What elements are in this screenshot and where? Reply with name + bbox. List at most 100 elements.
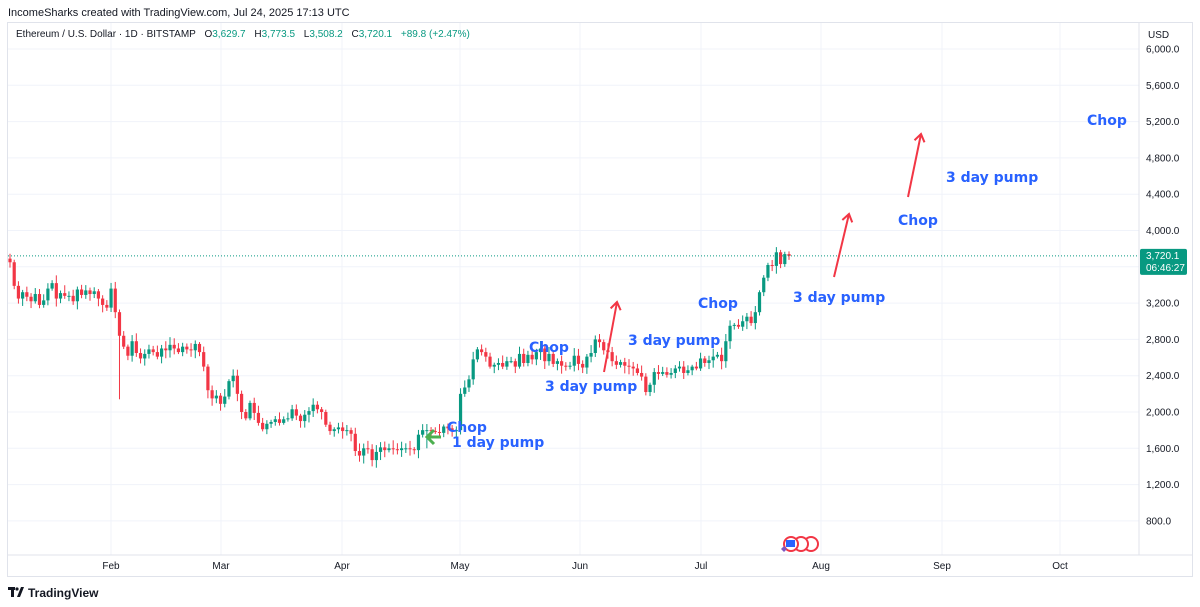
candle-down (54, 283, 58, 299)
candle-up (724, 341, 728, 362)
candle-down (164, 348, 168, 351)
candle-down (412, 449, 416, 451)
candle-up (286, 418, 290, 420)
candle-down (627, 365, 631, 367)
candle-down (16, 285, 21, 299)
candle-down (656, 372, 661, 374)
candle-up (715, 354, 720, 357)
annotation-label: 3 day pump (946, 170, 1038, 186)
candle-down (218, 395, 223, 404)
time-tick-label: Jun (572, 561, 588, 572)
low-label: L (303, 29, 310, 40)
candle-down (324, 412, 328, 425)
candle-up (193, 343, 197, 351)
chart-grid (8, 23, 1139, 555)
candle-up (265, 423, 269, 430)
candle-down (96, 291, 101, 299)
time-axis: Feb Mar Apr May Jun Jul Aug Sep Oct (8, 554, 1193, 572)
candle-up (492, 364, 496, 367)
candle-down (126, 346, 130, 356)
candle-up (463, 387, 467, 394)
candle-up (707, 360, 711, 363)
candle-down (631, 366, 635, 369)
candle-down (665, 372, 669, 375)
candle-up (467, 379, 471, 388)
candle-down (12, 262, 16, 286)
candle-down (703, 358, 707, 363)
candle-up (42, 300, 46, 305)
candle-down (71, 295, 75, 302)
symbol-name[interactable]: Ethereum / U.S. Dollar · 1D · BITSTAMP (16, 29, 196, 40)
candle-down (320, 409, 324, 412)
annotation-label: 3 day pump (793, 290, 885, 306)
candle-up (159, 348, 164, 357)
chart-frame (7, 22, 1193, 577)
candle-up (783, 254, 787, 265)
symbol-legend[interactable]: Ethereum / U.S. Dollar · 1D · BITSTAMP O… (16, 29, 470, 40)
annotation-label: Chop (529, 340, 569, 356)
candle-up (282, 419, 286, 423)
flag-icon (786, 540, 795, 547)
candle-up (400, 448, 404, 451)
candle-down (778, 252, 783, 265)
candle-up (404, 448, 408, 450)
candle-up (673, 368, 677, 373)
candle-down (357, 451, 362, 456)
candle-up (303, 414, 307, 422)
candle-down (349, 430, 353, 434)
candle-up (269, 421, 273, 424)
candle-up (572, 355, 576, 366)
time-tick-label: Jul (695, 561, 708, 572)
candle-down (429, 430, 433, 432)
price-tick-label: 5,600.0 (1146, 81, 1180, 92)
candle-down (239, 393, 244, 412)
candle-up (46, 288, 50, 301)
price-tick-label: 1,200.0 (1146, 480, 1180, 491)
price-tick-label: 2,400.0 (1146, 371, 1180, 382)
last-price-badge (1140, 248, 1187, 275)
bar-countdown: 06:46:27 (1146, 263, 1185, 274)
candle-down (635, 368, 640, 373)
candle-down (122, 335, 126, 347)
candle-up (555, 361, 560, 364)
candle-up (774, 252, 778, 266)
candle-up (362, 448, 366, 456)
candle-up (547, 353, 551, 362)
candle-down (446, 426, 450, 429)
candle-up (753, 312, 757, 324)
price-tick-label: 800.0 (1146, 516, 1171, 527)
candle-down (644, 376, 648, 393)
candle-up (374, 451, 378, 461)
candle-up (181, 346, 185, 353)
candle-down (210, 390, 214, 399)
candle-up (648, 384, 652, 393)
candle-down (564, 365, 568, 367)
price-tick-label: 6,000.0 (1146, 45, 1180, 56)
candle-down (682, 366, 686, 373)
candle-down (484, 352, 488, 357)
candle-up (336, 427, 341, 430)
annotation-label: Chop (698, 296, 738, 312)
candle-down (720, 354, 724, 362)
green-arrow (424, 428, 441, 446)
pump-arrow (833, 212, 854, 278)
tradingview-logo-icon (8, 587, 24, 597)
candlestick-series (8, 247, 791, 468)
candle-down (63, 293, 67, 296)
candle-down (185, 346, 189, 350)
candle-down (640, 372, 644, 377)
currency-label[interactable]: USD (1148, 30, 1170, 41)
high-label: H (254, 29, 262, 40)
candle-up (33, 294, 37, 302)
candle-down (244, 412, 248, 419)
candle-up (416, 434, 421, 451)
candle-up (273, 419, 277, 422)
candle-up (762, 277, 766, 293)
candle-down (79, 289, 84, 295)
candle-down (560, 361, 564, 366)
candle-down (391, 448, 395, 450)
candle-down (189, 349, 193, 351)
arrow-head (913, 132, 926, 143)
